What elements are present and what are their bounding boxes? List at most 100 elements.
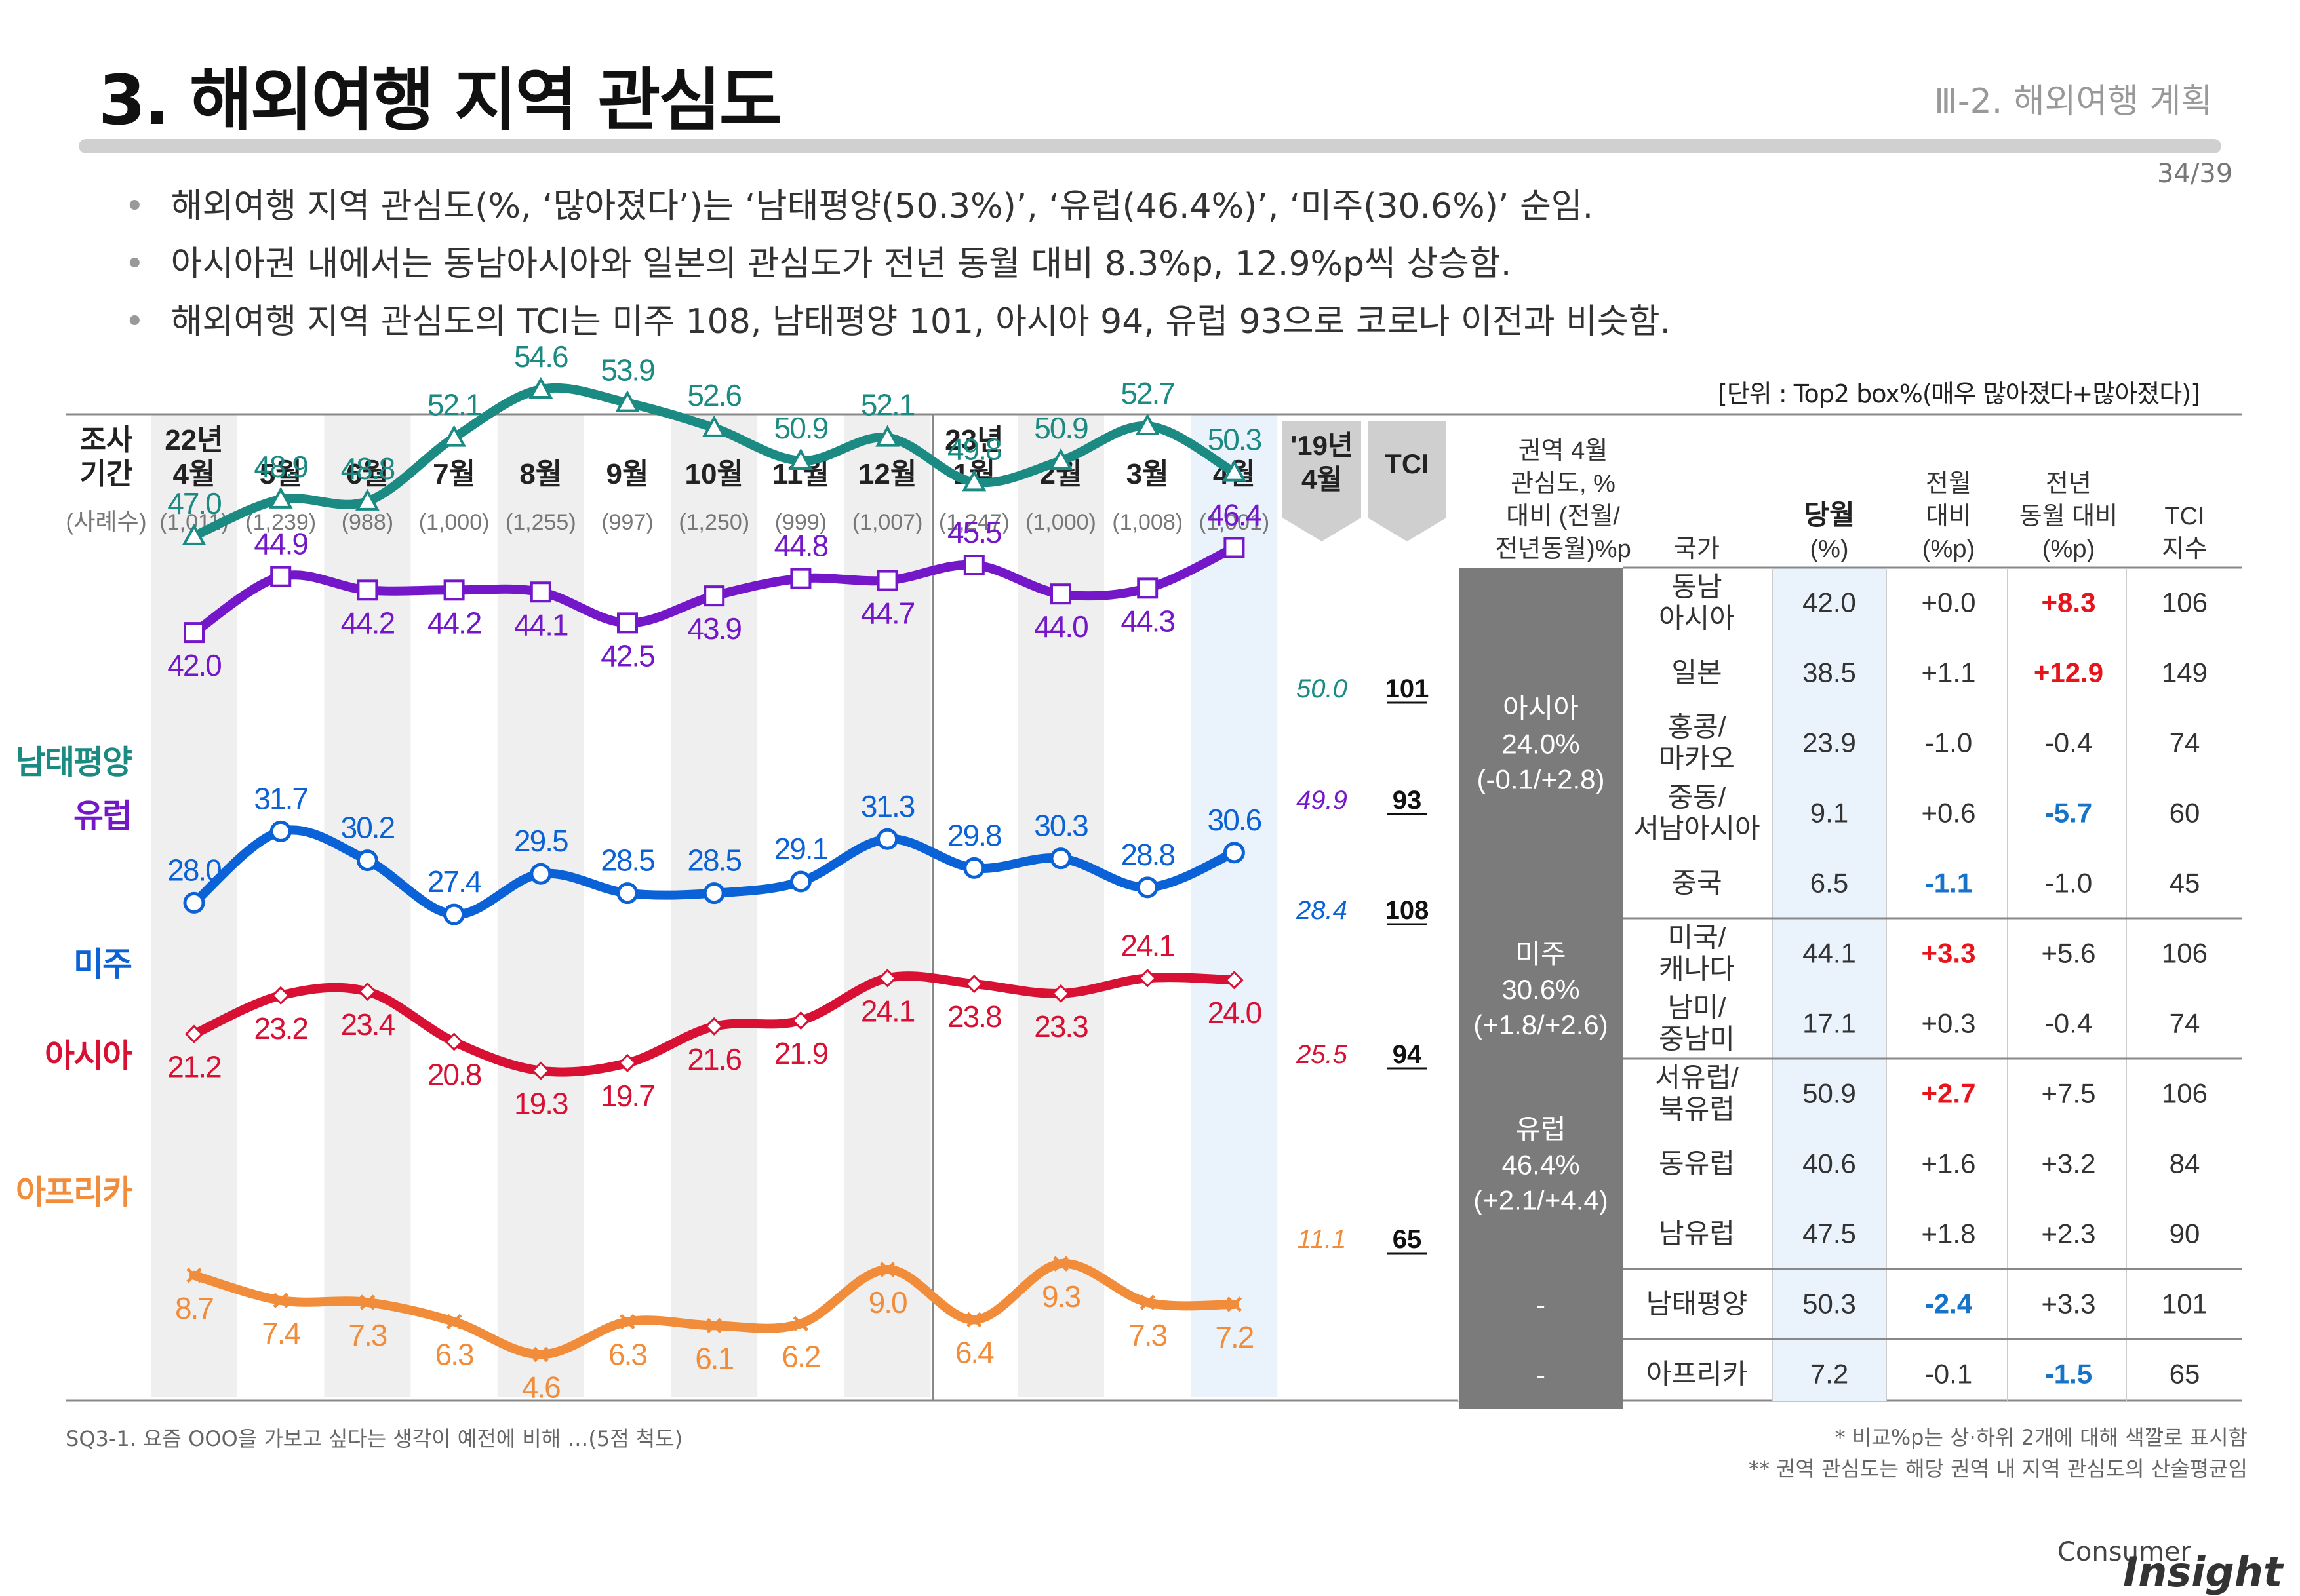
data-label: 31.7 — [254, 781, 307, 815]
data-point — [445, 1032, 464, 1051]
data-point — [877, 828, 899, 850]
data-label: 19.7 — [601, 1079, 654, 1113]
ref-header-shape — [1282, 421, 1361, 541]
data-label: 30.6 — [1208, 803, 1261, 837]
tci-index-value: 60 — [2170, 798, 2200, 828]
data-point — [184, 622, 205, 644]
bullet-text: 해외여행 지역 관심도의 TCI는 미주 108, 남태평양 101, 아시아 … — [170, 302, 1671, 341]
shaded-column — [497, 414, 584, 1397]
data-label: 6.3 — [608, 1337, 646, 1371]
data-label: 44.7 — [861, 596, 915, 631]
data-point — [273, 1293, 288, 1308]
mom-value: -2.4 — [1925, 1289, 1973, 1319]
mom-header: (%p) — [1922, 535, 1975, 563]
data-point — [1223, 842, 1245, 864]
data-point — [443, 903, 466, 925]
yoy-value: +3.3 — [2042, 1289, 2096, 1319]
sample-size: (988) — [342, 510, 393, 535]
country-name: 미국/ — [1668, 922, 1726, 953]
shaded-column — [1018, 414, 1104, 1397]
tci-index-value: 84 — [2170, 1148, 2200, 1179]
yoy-header: 전년 — [2046, 470, 2092, 497]
series-name: 아시아 — [45, 1038, 132, 1074]
region-cell — [1459, 1339, 1623, 1409]
mom-value: +0.6 — [1922, 798, 1976, 828]
data-label: 7.3 — [348, 1318, 386, 1352]
data-label: 7.3 — [1128, 1318, 1166, 1352]
region-cell — [1459, 568, 1623, 918]
data-label: 6.2 — [782, 1339, 820, 1373]
yoy-value: -1.5 — [2045, 1359, 2092, 1390]
region-label: - — [1536, 1290, 1545, 1321]
region-label: - — [1536, 1360, 1545, 1391]
series-name: 유럽 — [73, 798, 131, 834]
data-label: 42.0 — [167, 648, 221, 682]
section-label: Ⅲ-2. 해외여행 계획 — [1934, 82, 2213, 121]
period-label: 기간 — [80, 458, 133, 490]
mom-value: +1.8 — [1922, 1218, 1976, 1249]
series-name: 미주 — [73, 946, 132, 983]
data-point — [1051, 984, 1071, 1003]
yoy-value: +12.9 — [2034, 657, 2103, 688]
sample-size: (1,247) — [939, 510, 1010, 535]
data-point — [966, 1312, 982, 1328]
country-name: 남유럽 — [1659, 1218, 1735, 1249]
data-label: 44.1 — [514, 608, 568, 642]
data-label: 44.2 — [341, 606, 395, 640]
region-header: 관심도, % — [1511, 470, 1616, 497]
month-label: 5월 — [260, 458, 302, 490]
data-point — [616, 882, 639, 905]
data-label: 7.4 — [262, 1316, 300, 1350]
data-point — [359, 1294, 376, 1310]
data-label: 28.8 — [1120, 838, 1174, 872]
data-point — [1053, 1256, 1069, 1272]
ref-header-year: '19년 — [1290, 430, 1353, 461]
data-label: 45.5 — [947, 515, 1001, 549]
data-label: 28.0 — [167, 853, 221, 887]
tci-value: 93 — [1393, 786, 1422, 815]
current-value: 44.1 — [1802, 938, 1856, 969]
shaded-column — [844, 414, 931, 1397]
yoy-value: +2.3 — [2042, 1218, 2096, 1249]
tci-index-value: 74 — [2170, 728, 2200, 758]
yoy-value: +3.2 — [2042, 1148, 2096, 1179]
data-label: 49.8 — [947, 432, 1001, 466]
region-label: 24.0% — [1501, 729, 1579, 760]
region-label: (+1.8/+2.6) — [1473, 1009, 1608, 1040]
region-label: (+2.1/+4.4) — [1473, 1185, 1608, 1216]
tci-index-value: 106 — [2162, 587, 2208, 618]
country-name: 남태평양 — [1646, 1289, 1748, 1319]
mom-value: +3.3 — [1922, 938, 1976, 969]
data-point — [442, 425, 466, 447]
data-point — [531, 1061, 550, 1080]
data-point — [1050, 583, 1071, 605]
data-point — [879, 1262, 896, 1277]
data-label: 44.8 — [774, 529, 828, 563]
country-name: 북유럽 — [1659, 1094, 1735, 1125]
data-label: 6.4 — [955, 1336, 994, 1370]
month-label: 3월 — [1126, 458, 1169, 490]
sample-size: (997) — [601, 510, 653, 535]
year-label: 22년 — [165, 424, 223, 456]
current-value: 47.5 — [1802, 1218, 1856, 1249]
data-point — [530, 581, 551, 603]
data-point — [528, 376, 553, 399]
data-label: 6.3 — [435, 1337, 473, 1371]
tci-header-shape — [1368, 421, 1446, 541]
data-label: 23.8 — [947, 1000, 1001, 1034]
data-point — [789, 870, 812, 893]
data-point — [357, 579, 378, 601]
data-point — [443, 579, 465, 601]
data-label: 9.0 — [869, 1285, 907, 1319]
data-label: 19.3 — [514, 1087, 568, 1121]
data-label: 21.9 — [774, 1036, 828, 1070]
data-point — [1225, 971, 1244, 990]
summary-bullet: • 해외여행 지역 관심도의 TCI는 미주 108, 남태평양 101, 아시아… — [125, 302, 1671, 341]
data-label: 23.3 — [1034, 1009, 1088, 1043]
data-label: 9.3 — [1042, 1279, 1080, 1314]
current-value: 50.9 — [1802, 1078, 1856, 1109]
title-divider — [79, 139, 2221, 153]
data-point — [963, 857, 985, 879]
country-name: 남미/ — [1668, 992, 1726, 1023]
data-point — [790, 568, 812, 589]
